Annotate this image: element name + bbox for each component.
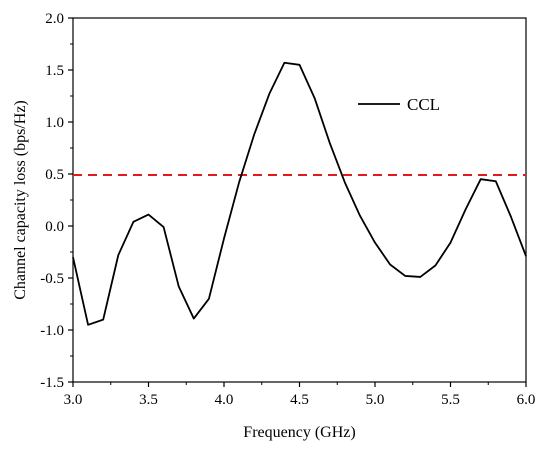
x-axis-title: Frequency (GHz) — [243, 424, 355, 441]
ticks: 3.0 3.5 4.0 4.5 5.0 5.5 6.0 -1.5 -1.0 -0.5 0.0 0.5 1… — [40, 11, 535, 408]
x-tick-label: 5.5 — [441, 392, 460, 408]
y-tick-label: 2.0 — [45, 11, 64, 27]
x-tick-label: 5.0 — [366, 392, 385, 408]
x-tick-label: 3.0 — [64, 392, 83, 408]
legend-label-ccl: CCL — [407, 95, 440, 114]
y-axis-title: Channel capacity loss (bps/Hz) — [12, 100, 29, 300]
series-group — [72, 61, 527, 326]
legend: CCL — [358, 95, 440, 114]
axes — [72, 17, 527, 383]
y-tick-label: -1.5 — [40, 375, 64, 391]
x-tick-label: 6.0 — [517, 392, 536, 408]
y-tick-label: 0.0 — [45, 219, 64, 235]
series-line-ccl — [72, 61, 527, 326]
x-tick-label: 4.5 — [290, 392, 309, 408]
y-tick-label: 1.5 — [45, 63, 64, 79]
x-tick-label: 4.0 — [215, 392, 234, 408]
plot-frame — [72, 17, 527, 383]
y-tick-label: -0.5 — [40, 271, 64, 287]
x-tick-label: 3.5 — [139, 392, 158, 408]
y-tick-label: -1.0 — [40, 323, 64, 339]
y-tick-label: 0.5 — [45, 167, 64, 183]
y-tick-label: 1.0 — [45, 115, 64, 131]
